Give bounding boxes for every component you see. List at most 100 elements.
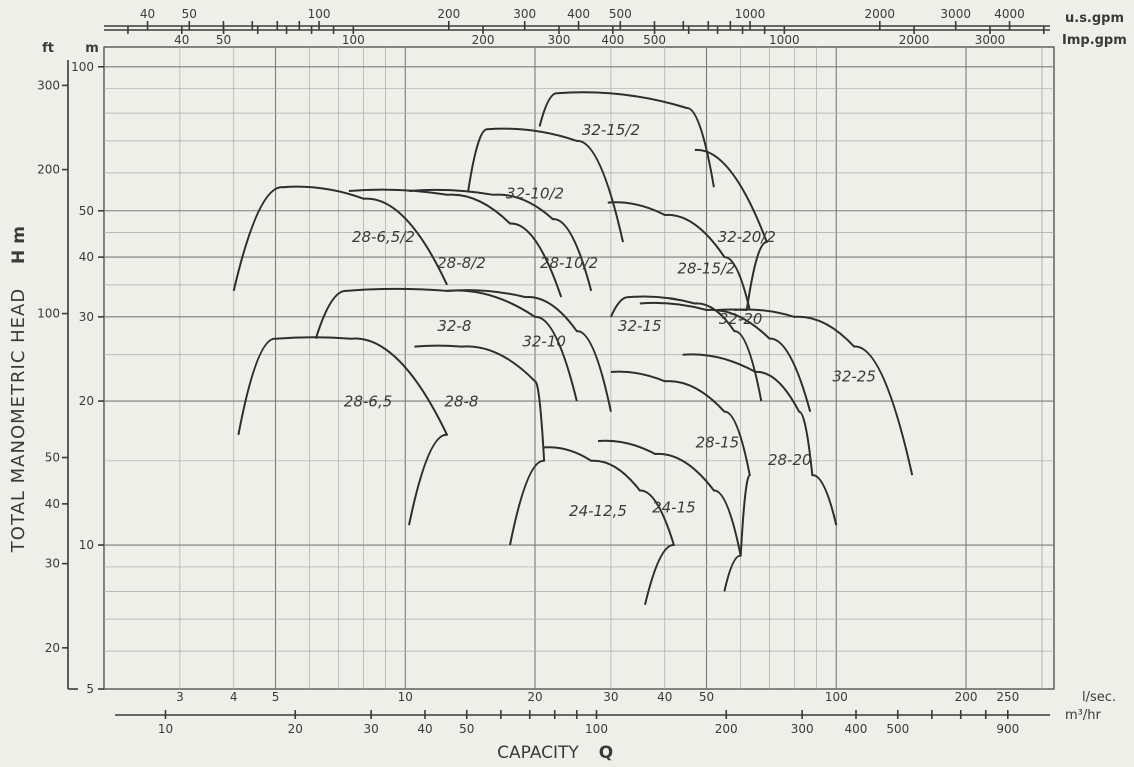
impgpm-axis-tick-label: 200 (472, 33, 495, 47)
ft-axis-tick-label: 100 (37, 307, 60, 321)
pump-curve-label: 28-20 (768, 451, 812, 469)
usgpm-axis-tick-label: 50 (182, 7, 197, 21)
pump-curves (232, 91, 914, 606)
lsec-unit-label: l/sec. (1082, 690, 1116, 705)
pump-curve-label: 28-6,5 (344, 392, 392, 410)
usgpm-axis-tick-label: 400 (567, 7, 590, 21)
lsec-axis-tick-label: 4 (230, 690, 238, 704)
lsec-axis-tick-label: 10 (398, 690, 413, 704)
plot-frame (103, 46, 1055, 690)
lsec-axis-tick-label: 200 (955, 690, 978, 704)
y-axis-symbol-group: H m (9, 226, 29, 264)
pump-curve-28-15 (610, 370, 751, 556)
pump-curve-label: 32-15/2 (582, 121, 640, 139)
m-axis-tick-label: 10 (79, 538, 94, 552)
pump-curve-28-8/2 (348, 188, 563, 298)
pump-curve-32-10/2 (467, 127, 624, 243)
m-axis-tick-label: 5 (86, 682, 94, 696)
m3hr-axis-tick-label: 500 (886, 722, 909, 736)
pump-curve-24-12.5 (544, 446, 675, 606)
pump-curve-label: 24-15 (652, 498, 696, 516)
m-unit-label: m (85, 41, 99, 56)
impgpm-axis-tick-label: 50 (216, 33, 231, 47)
m3hr-axis-tick-label: 900 (996, 722, 1019, 736)
m-axis-tick-label: 40 (79, 250, 94, 264)
m-axis-tick-label: 20 (79, 394, 94, 408)
pump-curve-label: 32-15 (618, 317, 662, 335)
ft-axis-tick-label: 20 (45, 641, 60, 655)
impgpm-axis-tick-label: 400 (601, 33, 624, 47)
pump-curve-24-15 (597, 439, 742, 592)
pump-curve-label: 32-10 (522, 333, 566, 351)
ft-axis-tick-label: 50 (45, 451, 60, 465)
pump-curve-28-6.5/2 (232, 185, 448, 292)
y-axis-title: TOTAL MANOMETRIC HEAD (8, 288, 29, 553)
pump-curve-28-20 (682, 353, 838, 526)
ft-axis-tick-label: 40 (45, 497, 60, 511)
pump-curve-28-10/2 (408, 188, 593, 292)
m-axis-tick-label: 50 (79, 204, 94, 218)
m3hr-axis-tick-label: 400 (845, 722, 868, 736)
pump-curve-label: 32-20 (719, 310, 763, 328)
x-axis-title: CAPACITY (497, 743, 579, 763)
m3hr-unit-label: m³/hr (1065, 708, 1101, 723)
grid (103, 46, 1055, 690)
y-axis-title-group: TOTAL MANOMETRIC HEAD (8, 288, 29, 553)
pump-curve-label: 32-25 (832, 367, 876, 385)
usgpm-axis-tick-label: 40 (140, 7, 155, 21)
lsec-axis-tick-label: 20 (527, 690, 542, 704)
pump-curve-32-20 (639, 301, 812, 412)
m3hr-axis-tick-label: 100 (585, 722, 608, 736)
pump-curve-label: 28-6,5/2 (352, 228, 415, 246)
pump-curve-32-10 (446, 289, 612, 412)
usgpm-axis-tick-label: 500 (609, 7, 632, 21)
impgpm-axis-tick-label: 2000 (899, 33, 930, 47)
pump-curve-28-8 (414, 344, 546, 546)
lsec-axis-tick-label: 50 (699, 690, 714, 704)
m3hr-axis-tick-label: 200 (715, 722, 738, 736)
pump-curve-label: 24-12,5 (569, 502, 627, 520)
impgpm-axis-tick-label: 500 (643, 33, 666, 47)
usgpm-axis-tick-label: 3000 (940, 7, 971, 21)
m3hr-axis-tick-label: 10 (158, 722, 173, 736)
impgpm-axis-tick-label: 100 (342, 33, 365, 47)
axes: 100 50 40 30 20 10 5 300 200 100 50 40 30 20 ft m 3 4 5 10 2… (8, 7, 1127, 763)
lsec-axis-tick-label: 100 (825, 690, 848, 704)
usgpm-axis-tick-label: 300 (513, 7, 536, 21)
pump-curve-label: 28-10/2 (540, 254, 598, 272)
m3hr-axis-tick-label: 30 (363, 722, 378, 736)
pump-curve-32-15/2 (538, 91, 715, 188)
usgpm-axis-tick-label: 200 (437, 7, 460, 21)
usgpm-axis-tick-label: 2000 (865, 7, 896, 21)
usgpm-unit-label: u.s.gpm (1065, 11, 1124, 26)
pump-curve-label: 32-20/2 (718, 228, 776, 246)
pump-curve-label: 32-8 (437, 317, 471, 335)
m3hr-axis-tick-label: 50 (459, 722, 474, 736)
impgpm-axis-tick-label: 3000 (975, 33, 1006, 47)
m3hr-axis-tick-label: 40 (417, 722, 432, 736)
lsec-axis-tick-label: 30 (603, 690, 618, 704)
pump-curve-32-25 (734, 308, 914, 476)
impgpm-axis-tick-label: 300 (548, 33, 571, 47)
usgpm-axis-tick-label: 100 (308, 7, 331, 21)
m-axis-tick-label: 100 (71, 60, 94, 74)
usgpm-axis-tick-label: 1000 (735, 7, 766, 21)
pump-curve-label: 28-15 (696, 433, 740, 451)
pump-curve-label: 28-8 (444, 392, 478, 410)
ft-axis-tick-label: 30 (45, 557, 60, 571)
usgpm-axis-tick-label: 4000 (994, 7, 1025, 21)
lsec-axis-tick-label: 40 (657, 690, 672, 704)
pump-curve-label: 32-10/2 (506, 185, 564, 203)
lsec-axis-tick-label: 250 (996, 690, 1019, 704)
pump-curve-label: 28-8/2 (437, 254, 486, 272)
ft-axis-tick-label: 200 (37, 163, 60, 177)
pump-curve-32-15 (609, 295, 763, 402)
impgpm-axis-tick-label: 40 (174, 33, 189, 47)
x-axis-symbol: Q (599, 743, 613, 763)
pump-curve-28-15/2 (607, 201, 751, 311)
lsec-axis-tick-label: 3 (176, 690, 184, 704)
y-axis-symbol: H m (9, 226, 29, 264)
ft-unit-label: ft (42, 41, 54, 56)
